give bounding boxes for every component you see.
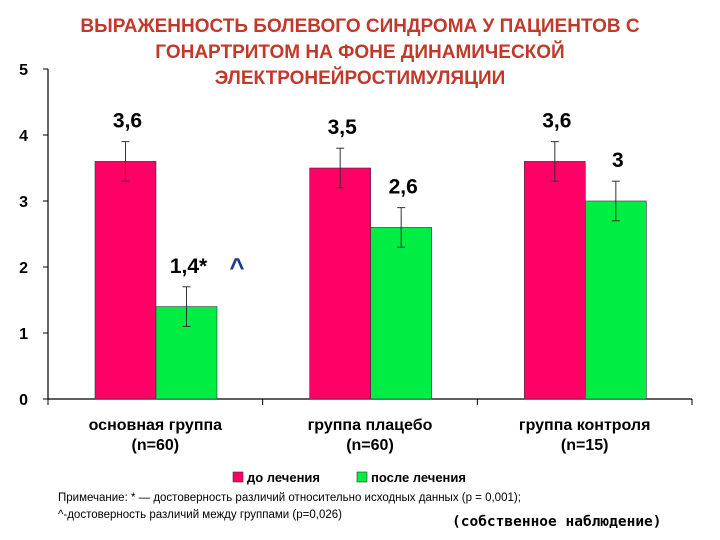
legend-label: после лечения — [371, 470, 466, 485]
legend-label: до лечения — [247, 470, 320, 485]
category-label: группа контроля — [519, 417, 651, 434]
data-label: 1,4* — [170, 255, 208, 278]
y-tick-label: 4 — [19, 128, 28, 145]
data-label: 3,6 — [542, 110, 571, 133]
category-label: группа плацебо — [308, 417, 433, 434]
y-tick-label: 1 — [19, 326, 28, 343]
category-sublabel: (n=60) — [346, 437, 394, 454]
category-sublabel: (n=15) — [561, 437, 609, 454]
data-label: 2,6 — [389, 176, 418, 199]
bar — [370, 227, 432, 400]
data-label: 3,6 — [113, 110, 142, 133]
y-tick-label: 5 — [19, 62, 28, 79]
bar — [309, 167, 371, 400]
category-sublabel: (n=60) — [132, 437, 180, 454]
significance-annotation: ^ — [229, 252, 244, 282]
category-label: основная группа — [89, 417, 223, 434]
data-label: 3,5 — [328, 116, 358, 139]
legend-swatch — [232, 471, 244, 483]
bar — [585, 200, 647, 400]
y-tick-label: 0 — [19, 392, 28, 409]
legend-swatch — [356, 471, 368, 483]
bar — [524, 161, 586, 400]
bar — [94, 161, 157, 400]
chart-title: ВЫРАЖЕННОСТЬ БОЛЕВОГО СИНДРОМА У ПАЦИЕНТ… — [80, 16, 640, 89]
footnote: Примечание: * — достоверность различий о… — [58, 492, 521, 521]
source-note: (собственное наблюдение) — [452, 514, 662, 530]
data-label: 3 — [612, 149, 624, 172]
y-tick-label: 2 — [19, 260, 28, 277]
y-tick-label: 3 — [19, 194, 28, 211]
